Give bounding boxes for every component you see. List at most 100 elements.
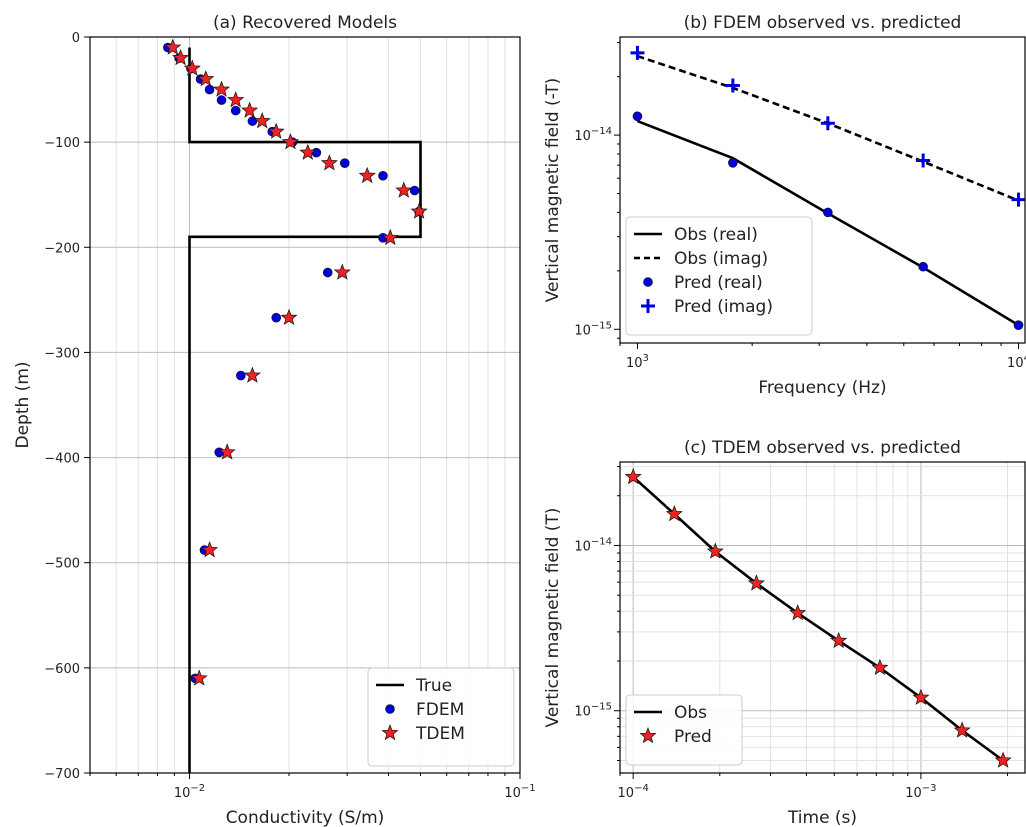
panel-a-x-tick-label: 10−2 <box>174 783 205 801</box>
panel-a-series-tdem-point <box>395 181 413 198</box>
panel-c-x-tick-label-base: 10 <box>905 786 922 801</box>
panel-b-frame <box>619 36 1026 344</box>
panel-c-y-tick-label-base: 10 <box>574 705 591 720</box>
panel-b-y-tick-label: 10−15 <box>574 320 612 338</box>
panel-c-series-pred-point <box>912 688 930 705</box>
panel-c-series-obs-line <box>632 475 1004 762</box>
panel-c-x-tick-label-exponent: −3 <box>922 783 937 794</box>
panel-c-series-pred-point <box>994 751 1012 768</box>
panel-a-series-tdem-point <box>299 143 317 160</box>
panel-a-legend-entry-tdem: TDEM <box>381 724 465 744</box>
panel-c-title: (c) TDEM observed vs. predicted <box>684 438 961 458</box>
panel-b-series-pred-imag--point <box>1011 192 1025 207</box>
panel-c-y-tick-label-exponent: −14 <box>591 536 612 547</box>
panel-a-series-tdem-point <box>200 541 219 558</box>
panel-a-x-tick-label-base: 10 <box>504 786 521 801</box>
panel-b-series-pred-imag- <box>630 45 1025 207</box>
panel-c-series-pred-point <box>747 574 765 591</box>
panel-c-y-axis-label: Vertical magnetic field (T) <box>543 508 563 728</box>
panel-c-y-tick-label-exponent: −15 <box>591 702 612 713</box>
panel-a-grid <box>89 36 521 774</box>
panel-b-series-pred-real--point <box>632 111 643 122</box>
panel-a-y-tick-label: −300 <box>44 346 80 361</box>
panel-c-series-pred <box>624 467 1012 768</box>
panel-c-legend-entry-obs-label: Obs <box>674 703 707 723</box>
panel-c-legend-entry-pred: Pred <box>639 727 712 747</box>
panel-a-series-tdem-point <box>218 443 236 460</box>
panel-a-series-true <box>188 47 422 773</box>
panel-c-y-tick-label-base: 10 <box>574 539 591 554</box>
panel-a-series-tdem-point <box>212 80 231 97</box>
panel-b-title: (b) FDEM observed vs. predicted <box>684 13 962 33</box>
panel-a-series-tdem-point <box>267 122 285 139</box>
panel-a-y-axis-label: Depth (m) <box>13 361 33 448</box>
panel-b-ticks: 103 104 10 −14 10−15 <box>574 41 1026 371</box>
panel-a-series-fdem-point <box>204 84 215 95</box>
panel-a-series-tdem-point <box>172 49 190 66</box>
panel-b-series-pred-imag--point <box>725 78 740 93</box>
panel-b-legend-entry-obs-real--label: Obs (real) <box>674 225 758 245</box>
panel-b-y-tick-label-base: 10 <box>574 323 591 338</box>
panel-a-series-fdem-point <box>322 267 333 278</box>
panel-a-series-tdem-point <box>280 308 298 326</box>
panel-c-series-pred-point <box>789 604 807 621</box>
panel-a-series-fdem-point <box>236 370 246 381</box>
panel-a-series-tdem-point <box>241 101 259 118</box>
panel-a-series-fdem-point <box>378 170 388 181</box>
panel-b-legend-entry-pred-imag--swatch <box>641 299 655 313</box>
panel-c-legend: Obs Pred <box>625 694 743 766</box>
panel-c-legend-entry-pred-label: Pred <box>674 727 712 747</box>
panel-b-legend-entry-pred-real--swatch <box>643 277 653 287</box>
panel-b-legend-entry-obs-real-: Obs (real) <box>634 225 758 245</box>
panel-c-series-pred-point <box>706 542 724 559</box>
panel-c-plot-area <box>624 467 1012 768</box>
panel-b-series-pred-real--point <box>918 261 928 272</box>
panel-a-legend-entry-true: True <box>376 676 452 696</box>
panel-b-y-tick-label-exponent: −14 <box>591 126 612 137</box>
panel-a-legend-entry-tdem-label: TDEM <box>415 724 465 744</box>
panel-a-series-tdem-point <box>358 166 376 184</box>
panel-c-series-pred-point <box>665 505 683 522</box>
panel-b-x-tick-label: 103 <box>626 353 649 371</box>
panel-a-series-tdem-point <box>253 112 271 129</box>
panel-b-series-pred-real--point <box>1013 320 1024 330</box>
panel-b-x-tick-label-base: 10 <box>626 356 643 371</box>
panel-a-title: (a) Recovered Models <box>213 13 397 33</box>
panel-a-y-tick-label: 0 <box>72 31 80 46</box>
panel-c-series-pred-point <box>830 631 848 649</box>
panel-a-legend-entry-fdem-swatch <box>385 704 395 714</box>
panel-b-series-pred-real--point <box>823 207 833 218</box>
panel-a-series-fdem-point <box>311 147 322 158</box>
panel-a-series-tdem-point <box>164 38 182 55</box>
panel-a-x-tick-label-exponent: −1 <box>521 783 536 794</box>
panel-b-series-pred-real--point <box>728 158 738 168</box>
panel-a-plot-area <box>163 38 428 773</box>
panel-a-series-tdem-point <box>381 228 399 246</box>
panel-c-series-pred-point <box>624 467 642 485</box>
panel-b-legend-entry-pred-real-: Pred (real) <box>643 273 763 293</box>
panel-c-series-obs <box>632 475 1004 762</box>
panel-a-series-tdem <box>164 38 428 686</box>
panel-b-x-tick-label: 104 <box>1007 353 1026 371</box>
panel-b-plot-area <box>630 45 1025 330</box>
panel-c-frame <box>619 461 1026 774</box>
panel-c-x-axis-label: Time (s) <box>787 808 857 827</box>
panel-b-legend-entry-obs-imag--label: Obs (imag) <box>674 249 768 269</box>
panel-a-x-axis-label: Conductivity (S/m) <box>226 808 385 827</box>
panel-a-y-tick-label: −400 <box>44 452 80 467</box>
panel-b-legend: Obs (real) Obs (imag) Pred (real) Pred (ima… <box>625 216 813 336</box>
panel-a-legend-entry-fdem: FDEM <box>385 700 464 720</box>
panel-a-series-tdem-point <box>281 133 299 150</box>
panel-a-legend-entry-tdem-swatch <box>381 724 399 741</box>
panel-a-legend-entry-true-label: True <box>415 676 452 696</box>
panel-a-series-tdem-point <box>243 366 261 383</box>
panel-b-legend-entry-pred-imag-: Pred (imag) <box>641 297 773 317</box>
panel-a-y-tick-label: −100 <box>44 136 80 151</box>
panel-a-series-fdem-point <box>271 312 282 323</box>
panel-a-series-fdem-point <box>247 116 258 126</box>
panel-a-series-fdem-point <box>339 158 350 168</box>
panel-b-legend-box <box>625 216 813 336</box>
